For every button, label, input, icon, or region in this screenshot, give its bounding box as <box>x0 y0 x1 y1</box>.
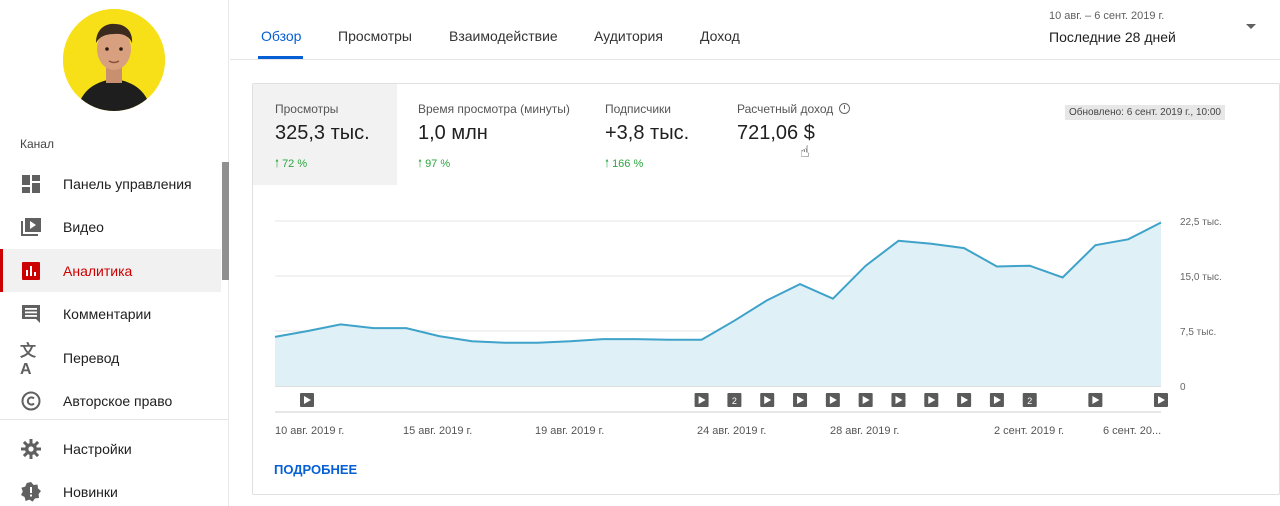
tab-audience[interactable]: Аудитория <box>594 28 663 44</box>
dashboard-icon <box>20 173 42 195</box>
tab-revenue[interactable]: Доход <box>700 28 740 44</box>
sidebar-item-label: Новинки <box>63 483 118 500</box>
play-icon <box>862 396 870 404</box>
clock-icon <box>839 103 851 114</box>
play-icon <box>1092 396 1100 404</box>
video-marker-count: 2 <box>1027 396 1032 406</box>
x-tick-label: 2 сент. 2019 г. <box>994 425 1064 437</box>
metric-delta: 🠑 72 % <box>275 158 308 170</box>
sidebar-item-copyright[interactable]: Авторское право <box>0 379 221 422</box>
date-period-selector[interactable]: Последние 28 дней <box>1049 29 1176 45</box>
sidebar-item-dashboard[interactable]: Панель управления <box>0 162 221 205</box>
avatar-image <box>63 9 165 111</box>
metric-revenue[interactable]: Расчетный доход 721,06 $ <box>737 84 877 185</box>
sidebar-scrollbar[interactable] <box>222 162 229 280</box>
arrow-up-icon: 🠑 <box>418 158 422 170</box>
views-chart: 22,5 тыс. 15,0 тыс. 7,5 тыс. 0 2 2 10 авг. 201… <box>274 217 1222 437</box>
y-tick-label: 15,0 тыс. <box>1180 272 1222 283</box>
metric-value: 721,06 $ <box>737 122 815 144</box>
x-tick-label: 28 авг. 2019 г. <box>830 425 899 437</box>
video-marker-count: 2 <box>732 396 737 406</box>
sidebar-item-analytics[interactable]: Аналитика <box>0 249 221 292</box>
metric-views[interactable]: Просмотры 325,3 тыс. 🠑 72 % <box>253 84 397 185</box>
y-tick-label: 0 <box>1180 382 1186 393</box>
sidebar-item-video[interactable]: Видео <box>0 205 221 248</box>
metric-delta: 🠑 97 % <box>418 158 451 170</box>
tab-views[interactable]: Просмотры <box>338 28 412 44</box>
sidebar-item-label: Комментарии <box>63 305 152 322</box>
sidebar-item-translate[interactable]: 文A Перевод <box>0 336 221 379</box>
y-tick-label: 22,5 тыс. <box>1180 217 1222 228</box>
sidebar-item-whats-new[interactable]: Новинки <box>0 470 221 506</box>
video-marker <box>727 393 742 407</box>
metric-label: Время просмотра (минуты) <box>418 102 570 116</box>
sidebar-item-label: Перевод <box>63 349 120 366</box>
play-icon <box>797 396 805 404</box>
copyright-icon <box>20 390 42 412</box>
sidebar-item-label: Панель управления <box>63 175 192 192</box>
hand-cursor-icon: ☝ <box>800 144 810 161</box>
more-details-link[interactable]: ПОДРОБНЕЕ <box>274 462 358 477</box>
sidebar-item-label: Аналитика <box>63 262 133 279</box>
video-library-icon <box>20 216 42 238</box>
video-marker <box>1022 393 1037 407</box>
active-tab-indicator <box>258 56 303 59</box>
sidebar-item-comments[interactable]: Комментарии <box>0 292 221 335</box>
play-icon <box>1158 396 1165 404</box>
overview-card: Просмотры 325,3 тыс. 🠑 72 % Время просмо… <box>252 83 1280 495</box>
metric-subscribers[interactable]: Подписчики +3,8 тыс. 🠑 166 % <box>605 84 725 185</box>
sidebar-item-settings[interactable]: Настройки <box>0 427 221 470</box>
x-tick-label: 6 сент. 20... <box>1103 425 1161 437</box>
metric-delta: 🠑 166 % <box>605 158 644 170</box>
play-icon <box>895 396 903 404</box>
alert-icon <box>20 481 42 503</box>
channel-avatar[interactable] <box>63 9 165 111</box>
series-area <box>275 222 1161 386</box>
arrow-up-icon: 🠑 <box>605 158 609 170</box>
x-tick-label: 10 авг. 2019 г. <box>275 425 344 437</box>
play-icon <box>304 396 311 404</box>
analytics-icon <box>20 260 42 282</box>
translate-icon: 文A <box>20 342 37 378</box>
play-icon <box>928 396 936 404</box>
tab-overview[interactable]: Обзор <box>261 28 302 44</box>
comment-icon <box>20 303 42 325</box>
x-tick-label: 24 авг. 2019 г. <box>697 425 766 437</box>
metric-label: Расчетный доход <box>737 102 877 116</box>
sidebar-item-label: Авторское право <box>63 392 173 409</box>
y-tick-label: 7,5 тыс. <box>1180 327 1216 338</box>
chevron-down-icon[interactable] <box>1246 24 1256 29</box>
metric-label: Подписчики <box>605 102 672 116</box>
play-icon <box>961 396 969 404</box>
x-tick-label: 15 авг. 2019 г. <box>403 425 472 437</box>
metric-value: 325,3 тыс. <box>275 122 370 144</box>
analytics-tabs-bar: Обзор Просмотры Взаимодействие Аудитория… <box>230 0 1280 60</box>
play-icon <box>993 396 1001 404</box>
arrow-up-icon: 🠑 <box>275 158 279 170</box>
series-line <box>274 221 1162 344</box>
sidebar-divider <box>0 419 229 420</box>
metric-watch-time[interactable]: Время просмотра (минуты) 1,0 млн 🠑 97 % <box>418 84 588 185</box>
sidebar-item-label: Видео <box>63 218 104 235</box>
play-icon <box>764 396 772 404</box>
date-range-label: 10 авг. – 6 сент. 2019 г. <box>1049 10 1165 22</box>
metric-value: 1,0 млн <box>418 122 488 144</box>
tab-engagement[interactable]: Взаимодействие <box>449 28 558 44</box>
play-icon <box>829 396 837 404</box>
sidebar-item-label: Настройки <box>63 440 132 457</box>
channel-section-label: Канал <box>20 137 54 151</box>
metric-value: +3,8 тыс. <box>605 122 690 144</box>
updated-badge: Обновлено: 6 сент. 2019 г., 10:00 <box>1065 105 1225 120</box>
play-icon <box>698 396 706 404</box>
gear-icon <box>20 438 42 460</box>
x-tick-label: 19 авг. 2019 г. <box>535 425 604 437</box>
sidebar: Канал Панель управления Видео Аналитика … <box>0 0 229 506</box>
metric-label: Просмотры <box>275 102 339 116</box>
